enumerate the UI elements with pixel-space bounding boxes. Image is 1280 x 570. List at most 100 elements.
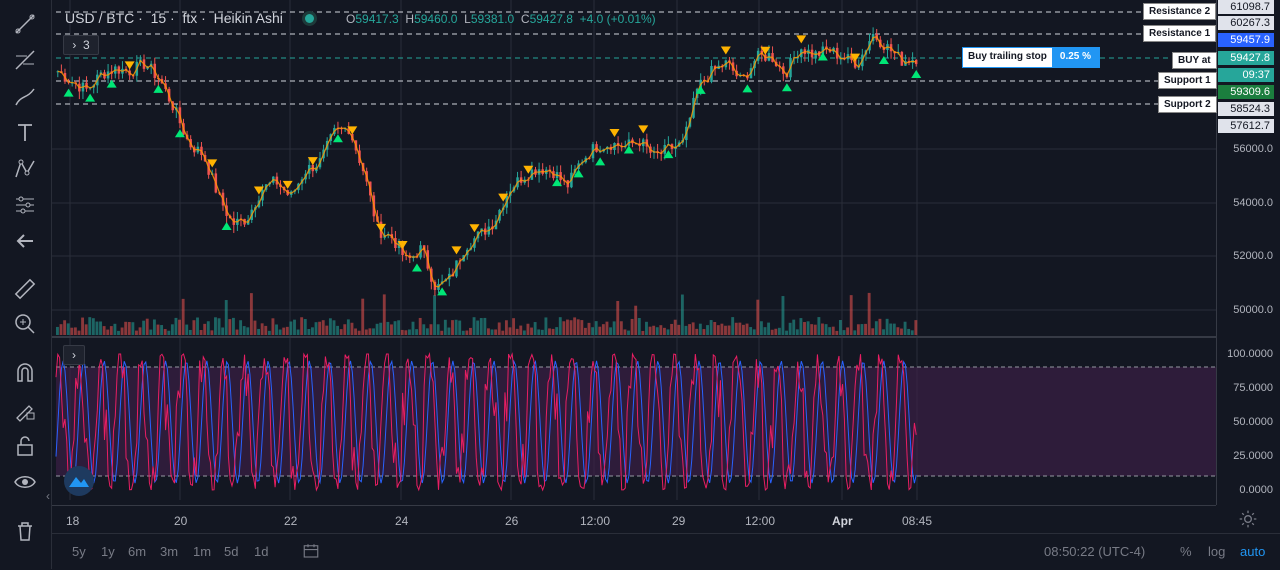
volume-bar bbox=[637, 317, 641, 335]
volume-bar bbox=[835, 330, 839, 335]
volume-bar bbox=[738, 322, 742, 335]
range-3m-button[interactable]: 3m bbox=[160, 544, 179, 559]
unlock-icon[interactable] bbox=[11, 432, 39, 460]
volume-bar bbox=[652, 325, 656, 335]
volume-bar bbox=[821, 323, 824, 335]
oscillator-toggle-button[interactable]: › bbox=[63, 345, 85, 365]
volume-bar bbox=[813, 324, 817, 335]
text-icon[interactable] bbox=[11, 118, 39, 146]
sell-signal-marker bbox=[307, 157, 318, 166]
volume-bar bbox=[84, 324, 88, 335]
buy-signal-marker bbox=[221, 221, 232, 230]
date-range-icon[interactable] bbox=[302, 542, 320, 565]
clock-readout[interactable]: 08:50:22 (UTC-4) bbox=[1044, 544, 1146, 559]
settings-gear-icon[interactable] bbox=[1238, 509, 1258, 529]
live-dot-icon bbox=[304, 14, 314, 23]
volume-bar bbox=[616, 300, 620, 335]
percent-toggle[interactable]: % bbox=[1180, 544, 1192, 559]
range-5y-button[interactable]: 5y bbox=[72, 544, 86, 559]
volume-bar bbox=[634, 305, 638, 335]
price-label: 52000.0 bbox=[1233, 250, 1273, 262]
osc-label: 75.0000 bbox=[1233, 382, 1273, 394]
volume-bar bbox=[138, 327, 142, 335]
indicators-toggle-button[interactable]: › 3 bbox=[63, 35, 99, 55]
volume-bar bbox=[451, 320, 454, 335]
volume-bar bbox=[282, 327, 286, 335]
volume-bar bbox=[598, 326, 602, 335]
arrow-icon[interactable] bbox=[11, 227, 39, 255]
volume-bar bbox=[519, 325, 523, 335]
volume-bar bbox=[170, 324, 174, 335]
brush-icon[interactable] bbox=[11, 83, 39, 111]
volume-bar bbox=[372, 328, 375, 335]
volume-bar bbox=[537, 329, 541, 335]
trailing-stop-box[interactable]: Buy trailing stop 0.25 % bbox=[962, 47, 1101, 68]
fib-tool-icon[interactable] bbox=[11, 46, 39, 74]
collapse-sidebar-icon[interactable]: ‹ bbox=[46, 489, 50, 503]
time-label: 18 bbox=[66, 514, 80, 528]
volume-bar bbox=[113, 323, 117, 335]
buy-signal-marker bbox=[573, 169, 584, 178]
volume-bar bbox=[117, 330, 120, 335]
forecast-icon[interactable] bbox=[11, 191, 39, 219]
osc-label: 0.0000 bbox=[1239, 484, 1273, 496]
symbol-header[interactable]: USD / BTC · 15 · ftx · Heikin Ashi bbox=[65, 10, 314, 26]
range-6m-button[interactable]: 6m bbox=[128, 544, 147, 559]
volume-bar bbox=[630, 318, 634, 335]
trend-line-icon[interactable] bbox=[11, 10, 39, 38]
volume-bar bbox=[788, 322, 792, 335]
volume-bar bbox=[264, 325, 268, 335]
price-axis[interactable]: 56000.0 54000.0 52000.0 50000.0 100.0000… bbox=[1216, 0, 1280, 505]
tradingview-logo[interactable] bbox=[64, 466, 94, 496]
volume-bar bbox=[540, 329, 544, 335]
volume-bar bbox=[443, 319, 447, 335]
eye-icon[interactable] bbox=[11, 468, 39, 496]
volume-bar bbox=[311, 327, 314, 335]
volume-bar bbox=[135, 330, 138, 335]
volume-bar bbox=[214, 317, 217, 335]
ruler-icon[interactable] bbox=[11, 275, 39, 303]
range-1m-button[interactable]: 1m bbox=[193, 544, 212, 559]
volume-bar bbox=[77, 330, 81, 335]
volume-bar bbox=[670, 323, 674, 335]
volume-bar bbox=[199, 330, 203, 335]
volume-bar bbox=[817, 317, 821, 335]
trash-icon[interactable] bbox=[11, 517, 39, 545]
range-1y-button[interactable]: 1y bbox=[101, 544, 115, 559]
time-axis[interactable]: 18 20 22 24 26 12:00 29 12:00 Apr 08:45 bbox=[52, 505, 1216, 534]
volume-bar bbox=[63, 320, 67, 335]
lock-drawing-icon[interactable] bbox=[11, 396, 39, 424]
volume-bar bbox=[289, 321, 293, 335]
volume-bar bbox=[285, 326, 289, 335]
volume-bar bbox=[824, 324, 828, 335]
zoom-in-icon[interactable] bbox=[11, 310, 39, 338]
price-chart[interactable] bbox=[52, 0, 1216, 505]
volume-bar bbox=[680, 294, 684, 335]
sell-signal-marker bbox=[397, 241, 408, 250]
log-toggle[interactable]: log bbox=[1208, 544, 1226, 559]
volume-bar bbox=[889, 323, 893, 335]
pattern-icon[interactable] bbox=[11, 155, 39, 183]
drawing-toolbar bbox=[0, 0, 52, 569]
magnet-icon[interactable] bbox=[11, 359, 39, 387]
volume-bar bbox=[149, 329, 153, 335]
volume-bar bbox=[501, 330, 505, 335]
volume-bar bbox=[411, 321, 415, 335]
ohlc-readout: O59417.3 H59460.0 L59381.0 C59427.8 +4.0… bbox=[346, 12, 656, 26]
volume-bar bbox=[504, 320, 508, 335]
chart-type: Heikin Ashi bbox=[213, 10, 283, 26]
volume-bar bbox=[770, 329, 774, 335]
time-label: 26 bbox=[505, 514, 519, 528]
volume-bar bbox=[512, 318, 516, 335]
volume-bar bbox=[296, 329, 300, 335]
volume-bar bbox=[558, 317, 562, 335]
range-1d-button[interactable]: 1d bbox=[254, 544, 269, 559]
volume-bar bbox=[293, 319, 296, 335]
range-5d-button[interactable]: 5d bbox=[224, 544, 239, 559]
auto-toggle[interactable]: auto bbox=[1240, 544, 1266, 559]
volume-bar bbox=[785, 330, 788, 335]
buy-signal-marker bbox=[817, 52, 828, 61]
volume-bar bbox=[142, 320, 146, 335]
volume-bar bbox=[127, 321, 131, 335]
volume-bar bbox=[842, 330, 846, 335]
